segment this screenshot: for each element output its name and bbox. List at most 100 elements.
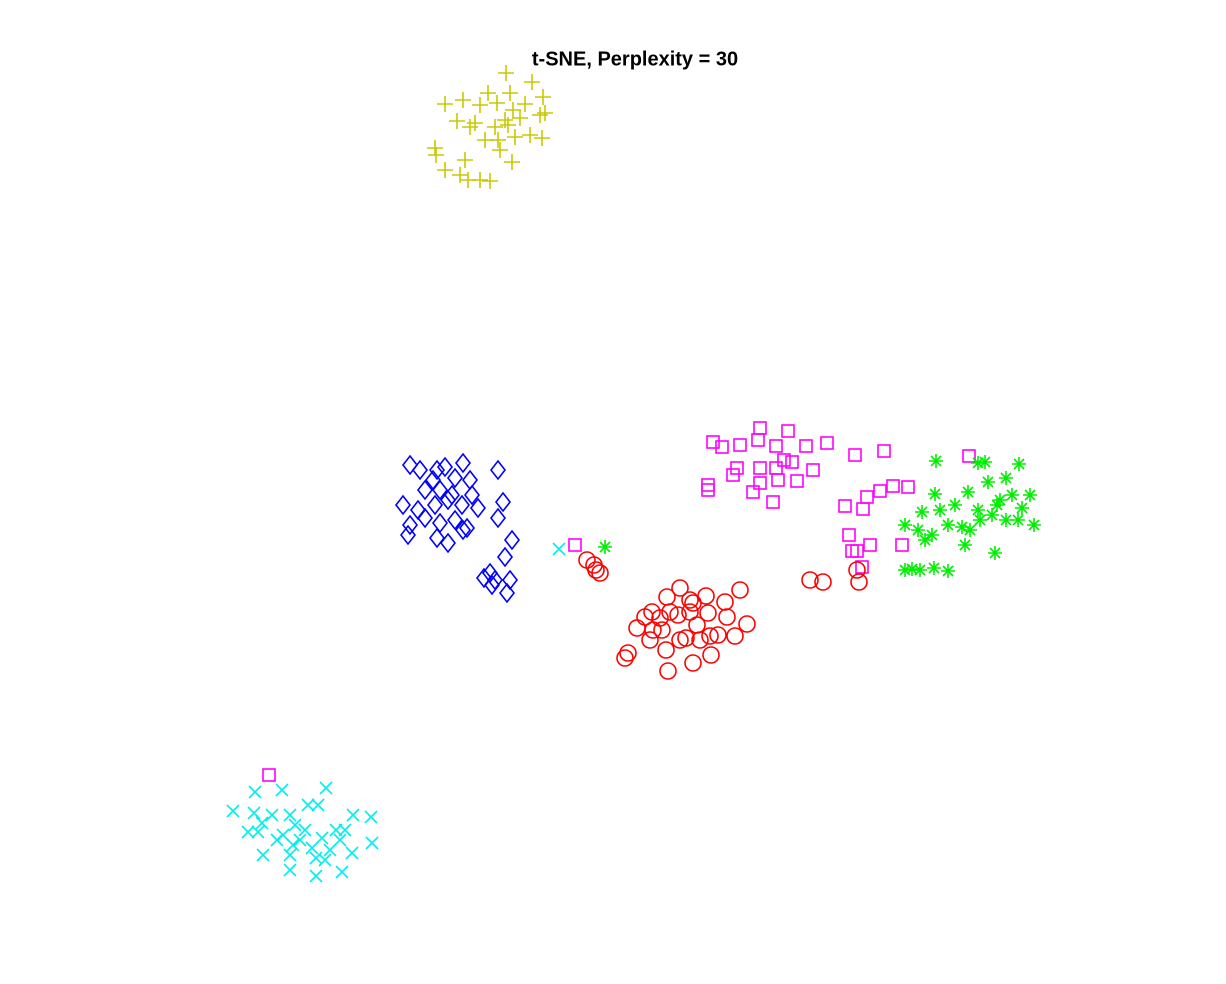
point-plus xyxy=(492,142,508,158)
point-square xyxy=(262,768,276,782)
point-diamond xyxy=(503,529,521,551)
point-asterisk xyxy=(988,546,1002,560)
point-asterisk xyxy=(1011,513,1025,527)
point-circle xyxy=(731,581,749,599)
point-square xyxy=(848,448,862,462)
point-circle xyxy=(653,621,671,639)
point-cross xyxy=(226,804,240,818)
point-diamond xyxy=(475,567,493,589)
point-square xyxy=(806,463,820,477)
point-cross xyxy=(319,781,333,795)
point-plus xyxy=(449,113,465,129)
point-cross xyxy=(301,798,315,812)
point-square xyxy=(901,480,915,494)
point-circle xyxy=(587,561,605,579)
point-circle xyxy=(702,646,720,664)
point-cross xyxy=(318,853,332,867)
point-diamond xyxy=(453,494,471,516)
point-plus xyxy=(428,147,444,163)
point-cross xyxy=(298,823,312,837)
point-circle xyxy=(848,561,866,579)
point-cross xyxy=(311,798,325,812)
point-asterisk xyxy=(929,454,943,468)
point-square xyxy=(726,468,740,482)
point-diamond xyxy=(469,497,487,519)
point-cross xyxy=(309,869,323,883)
point-asterisk xyxy=(598,540,612,554)
point-plus xyxy=(427,140,443,156)
point-circle xyxy=(671,579,689,597)
point-asterisk xyxy=(915,505,929,519)
point-cross xyxy=(286,838,300,852)
point-diamond xyxy=(446,467,464,489)
point-square xyxy=(860,490,874,504)
point-cross xyxy=(265,808,279,822)
point-square xyxy=(855,560,869,574)
point-diamond xyxy=(399,524,417,546)
point-asterisk xyxy=(1012,457,1026,471)
point-circle xyxy=(671,631,689,649)
point-plus xyxy=(534,130,550,146)
point-diamond xyxy=(431,512,449,534)
point-square xyxy=(715,440,729,454)
point-plus xyxy=(524,74,540,90)
point-square xyxy=(785,455,799,469)
point-asterisk xyxy=(999,471,1013,485)
point-square xyxy=(886,479,900,493)
point-plus xyxy=(482,173,498,189)
point-circle xyxy=(659,662,677,680)
point-diamond xyxy=(401,454,419,476)
point-plus xyxy=(505,102,521,118)
point-diamond xyxy=(436,456,454,478)
point-plus xyxy=(489,95,505,111)
point-square xyxy=(769,461,783,475)
point-square xyxy=(962,449,976,463)
point-cross xyxy=(248,785,262,799)
point-circle xyxy=(801,571,819,589)
point-asterisk xyxy=(990,498,1004,512)
point-asterisk xyxy=(973,513,987,527)
point-circle xyxy=(738,615,756,633)
point-square xyxy=(877,444,891,458)
point-asterisk xyxy=(948,498,962,512)
point-cross xyxy=(338,823,352,837)
point-asterisk xyxy=(898,518,912,532)
point-square xyxy=(753,476,767,490)
point-diamond xyxy=(439,532,457,554)
point-asterisk xyxy=(958,538,972,552)
point-square xyxy=(771,473,785,487)
point-plus xyxy=(472,172,488,188)
point-cross xyxy=(270,833,284,847)
point-square xyxy=(777,453,791,467)
point-plus xyxy=(462,119,478,135)
point-circle xyxy=(641,631,659,649)
point-diamond xyxy=(409,499,427,521)
point-plus xyxy=(480,85,496,101)
point-cross xyxy=(365,836,379,850)
point-cross xyxy=(256,848,270,862)
point-diamond xyxy=(463,484,481,506)
point-asterisk xyxy=(1015,501,1029,515)
point-asterisk xyxy=(1005,488,1019,502)
point-square xyxy=(799,439,813,453)
point-diamond xyxy=(498,582,516,604)
point-plus xyxy=(490,132,506,148)
point-diamond xyxy=(454,452,472,474)
point-cross xyxy=(364,810,378,824)
point-square xyxy=(790,474,804,488)
point-square xyxy=(753,461,767,475)
point-square xyxy=(820,436,834,450)
point-circle xyxy=(658,588,676,606)
point-asterisk xyxy=(971,503,985,517)
point-diamond xyxy=(458,517,476,539)
point-asterisk xyxy=(981,475,995,489)
point-cross xyxy=(305,841,319,855)
point-plus xyxy=(437,162,453,178)
point-cross xyxy=(552,542,566,556)
point-asterisk xyxy=(928,487,942,501)
point-cross xyxy=(283,848,297,862)
point-cross xyxy=(309,851,323,865)
point-cross xyxy=(241,825,255,839)
point-diamond xyxy=(446,509,464,531)
